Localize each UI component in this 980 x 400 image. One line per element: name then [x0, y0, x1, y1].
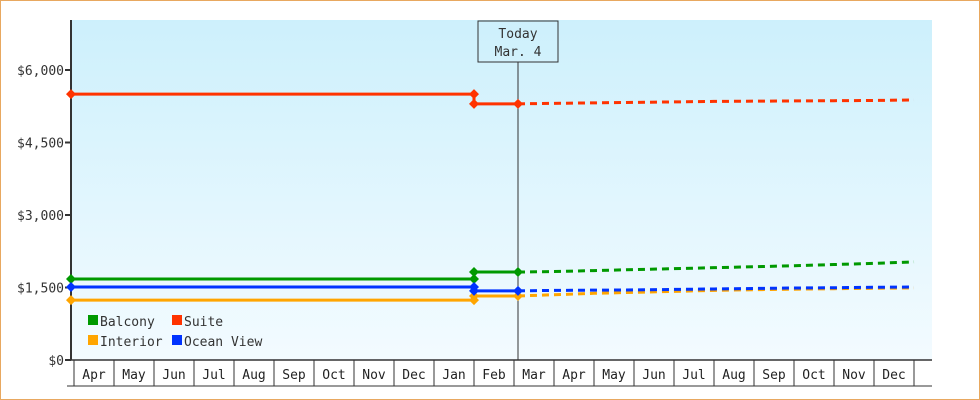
ocean-view-point [66, 282, 76, 293]
x-tick-label: Jul [202, 368, 225, 383]
balcony-projection-line [517, 260, 915, 274]
x-tick-label: Nov [362, 368, 386, 383]
legend-label: Balcony [100, 315, 155, 330]
x-tick-label: Jan [442, 368, 465, 383]
x-tick-label: Nov [842, 368, 866, 383]
legend-swatch [172, 315, 182, 325]
x-tick-label: Feb [482, 368, 506, 383]
y-tick-label: $1,500 [17, 282, 64, 297]
y-tick-label: $0 [48, 354, 64, 369]
plot-background [71, 20, 932, 360]
interior-point [513, 290, 523, 301]
series-ocean-view [66, 282, 915, 296]
y-tick-label: $6,000 [17, 64, 64, 79]
legend: Balcony Suite Interior Ocean View [88, 315, 262, 350]
ocean-view-projection-line [517, 285, 915, 293]
x-tick-label: Jul [682, 368, 705, 383]
x-tick-label: Dec [882, 368, 905, 383]
balcony-point [469, 267, 479, 278]
legend-label: Suite [184, 315, 223, 330]
y-tick-label: $4,500 [17, 137, 64, 152]
x-tick-label: Mar [522, 368, 546, 383]
x-tick-label: Oct [322, 368, 345, 383]
suite-point [66, 89, 76, 100]
x-tick-label: Sep [282, 368, 306, 383]
x-axis: Apr May Jun Jul Aug Sep Oct Nov Dec Jan Feb Mar Apr M… [67, 359, 932, 387]
x-tick-label: Jun [162, 368, 185, 383]
legend-label: Ocean View [184, 335, 262, 350]
suite-point [469, 89, 479, 100]
y-axis: $0 $1,500 $3,000 $4,500 $6,000 [17, 20, 72, 369]
x-tick-label: Dec [402, 368, 425, 383]
today-label: Today [498, 27, 537, 42]
interior-point [66, 295, 76, 306]
ocean-view-point [513, 285, 523, 296]
legend-swatch [172, 335, 182, 345]
today-marker: Today Mar. 4 [477, 20, 559, 360]
balcony-point [513, 267, 523, 278]
series-balcony [66, 260, 915, 285]
legend-label: Interior [100, 335, 163, 350]
x-tick-label: Apr [82, 368, 106, 383]
today-box [477, 20, 559, 63]
suite-projection-line [517, 98, 915, 106]
interior-point [469, 290, 479, 301]
y-tick-label: $3,000 [17, 209, 64, 224]
suite-point [513, 98, 523, 109]
legend-swatch [88, 315, 98, 325]
series-group [66, 89, 915, 306]
balcony-point [66, 274, 76, 285]
x-tick-label: Aug [722, 368, 745, 383]
suite-point [469, 98, 479, 109]
x-tick-label: May [602, 368, 626, 383]
today-date: Mar. 4 [495, 45, 542, 60]
x-tick-label: Jun [642, 368, 665, 383]
x-tick-label: May [122, 368, 146, 383]
x-tick-label: Aug [242, 368, 265, 383]
ocean-view-point [469, 285, 479, 296]
legend-swatch [88, 335, 98, 345]
x-tick-label: Oct [802, 368, 825, 383]
x-tick-label: Apr [562, 368, 586, 383]
x-tick-label: Sep [762, 368, 786, 383]
series-suite [66, 89, 915, 109]
balcony-point [469, 274, 479, 285]
